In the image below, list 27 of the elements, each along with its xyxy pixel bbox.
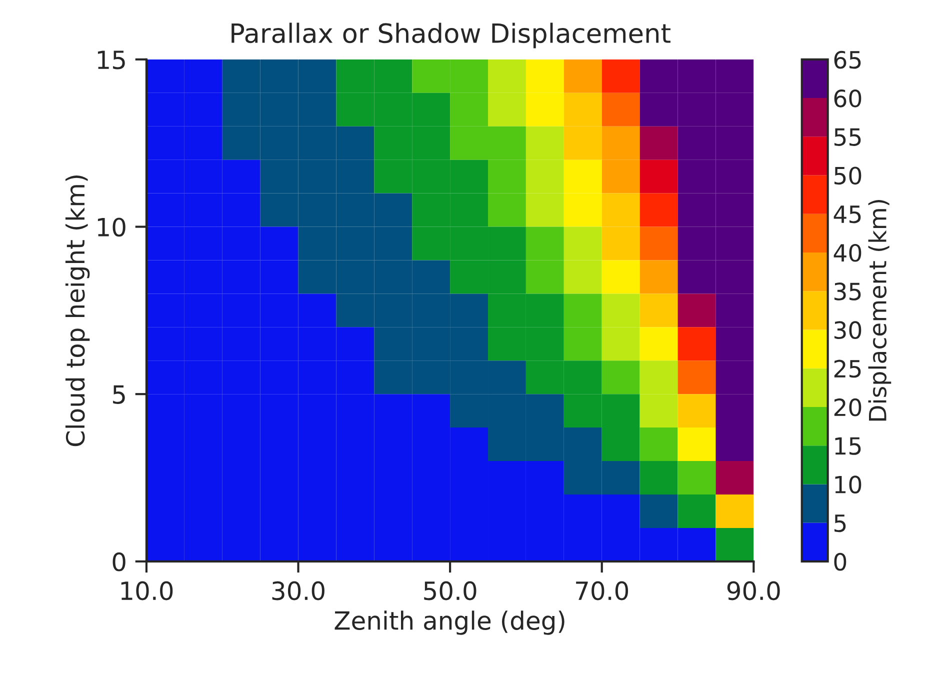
y-tick-label: 5 [113, 385, 125, 404]
x-tick-label: 10.0 [121, 581, 173, 600]
color-bar-label: 40 [834, 244, 862, 262]
x-tick-label: 70.0 [576, 581, 628, 600]
color-bar-label: 65 [834, 50, 861, 69]
color-bar-title: Displacement (km) [868, 200, 892, 421]
color-bar-label: 25 [834, 360, 861, 378]
color-bar-label: 0 [834, 552, 846, 571]
x-tick-label: 30.0 [272, 581, 324, 600]
y-axis-title: Cloud top height (km) [65, 175, 90, 446]
color-bar-label: 5 [834, 514, 846, 532]
color-bar-label: 30 [834, 321, 862, 340]
x-tick-label: 90.0 [727, 581, 780, 600]
y-tick-label: 0 [112, 552, 126, 572]
color-bar-label: 35 [834, 282, 861, 300]
chart-title: Parallax or Shadow Displacement [232, 22, 670, 48]
y-tick-label: 15 [98, 50, 125, 70]
x-axis-title: Zenith angle (deg) [334, 610, 564, 635]
color-bar-label: 60 [834, 89, 862, 108]
color-bar-label: 50 [834, 166, 862, 185]
color-bar-label: 15 [835, 437, 861, 455]
color-bar-label: 20 [834, 398, 862, 416]
color-bar-label: 55 [834, 128, 861, 146]
color-bar-label: 10 [835, 476, 862, 494]
y-tick-label: 10 [98, 218, 126, 237]
x-tick-label: 50.0 [424, 581, 476, 600]
color-bar-label: 45 [834, 206, 861, 224]
